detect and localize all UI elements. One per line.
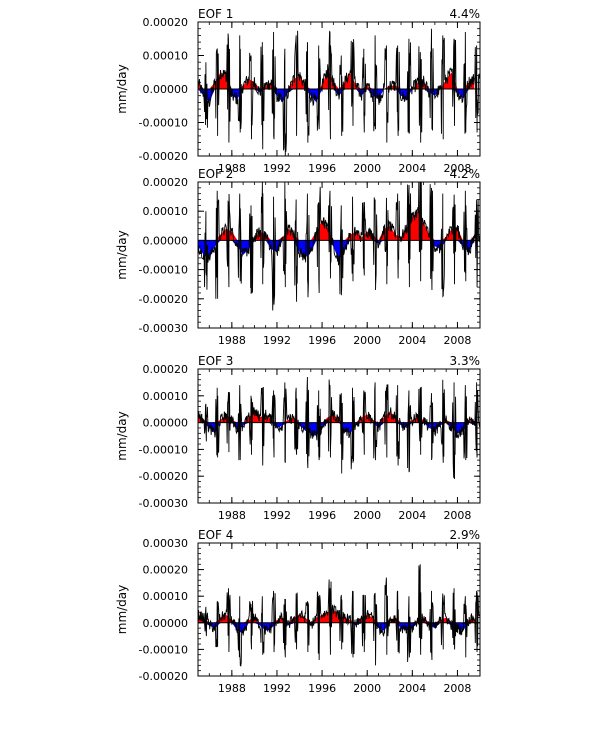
x-tick-label: 2004 [398, 334, 426, 347]
y-tick-label: 0.00010 [143, 390, 189, 403]
y-axis-label: mm/day [115, 230, 129, 280]
x-tick-label: 2000 [353, 682, 381, 695]
negative-anomaly-area [198, 240, 475, 261]
plot-area [198, 564, 480, 667]
x-tick-label: 1988 [218, 682, 246, 695]
x-tick-label: 2000 [353, 334, 381, 347]
y-tick-label: -0.00010 [139, 264, 188, 277]
x-tick-label: 2000 [353, 509, 381, 522]
plot-frame [197, 181, 481, 329]
plot-frame [197, 368, 481, 504]
x-tick-label: 2004 [398, 162, 426, 175]
x-tick-label: 1992 [263, 162, 291, 175]
x-tick-label: 1988 [218, 509, 246, 522]
eof-panel-4: 1988 1992 1996 2000 2004 2008 -0.00020 -0.00010… [115, 528, 481, 695]
eof-panel-1: 1988 1992 1996 2000 2004 2008 -0.00020 -0.00010… [115, 7, 481, 175]
x-tick-label: 2004 [398, 682, 426, 695]
panel-title: EOF 3 [198, 354, 233, 368]
y-tick-label: 0.00020 [143, 564, 189, 577]
panel-title: EOF 1 [198, 7, 233, 21]
eof-timeseries-line [198, 377, 480, 479]
eof-panel-2: 1988 1992 1996 2000 2004 2008 -0.00030 -0.00020… [115, 167, 481, 347]
y-tick-label: 0.00020 [143, 176, 189, 189]
panel-title: EOF 2 [198, 167, 233, 181]
plot-area [198, 28, 480, 156]
explained-variance: 2.9% [450, 528, 481, 542]
x-tick-label: 1992 [263, 509, 291, 522]
x-tick-label: 1992 [263, 334, 291, 347]
y-tick-label: 0.00000 [143, 417, 189, 430]
y-tick-label: -0.00010 [139, 643, 188, 656]
x-tick-label: 2008 [443, 682, 471, 695]
eof-timeseries-line [198, 28, 480, 156]
y-tick-label: 0.00030 [143, 537, 189, 550]
x-tick-label: 2004 [398, 509, 426, 522]
y-tick-label: -0.00030 [139, 322, 188, 335]
y-axis-label: mm/day [115, 64, 129, 114]
plot-area [198, 182, 480, 311]
x-tick-label: 1996 [308, 509, 336, 522]
eof-timeseries-line [198, 182, 480, 311]
y-tick-label: 0.00010 [143, 50, 189, 63]
y-tick-label: 0.00000 [143, 83, 189, 96]
x-tick-label: 2008 [443, 509, 471, 522]
y-tick-label: 0.00000 [143, 617, 189, 630]
y-axis-label: mm/day [115, 585, 129, 635]
explained-variance: 4.2% [450, 167, 481, 181]
panel-title: EOF 4 [198, 528, 233, 542]
eof-timeseries-line [198, 564, 480, 667]
y-tick-label: -0.00020 [139, 293, 188, 306]
x-tick-label: 2000 [353, 162, 381, 175]
y-tick-label: -0.00020 [139, 150, 188, 163]
y-tick-label: 0.00020 [143, 363, 189, 376]
x-tick-label: 1996 [308, 682, 336, 695]
x-tick-label: 2008 [443, 334, 471, 347]
plot-area [198, 377, 480, 479]
explained-variance: 4.4% [450, 7, 481, 21]
y-tick-label: -0.00030 [139, 497, 188, 510]
y-axis-label: mm/day [115, 411, 129, 461]
plot-frame [197, 542, 481, 677]
x-tick-label: 1996 [308, 162, 336, 175]
y-tick-label: -0.00010 [139, 117, 188, 130]
y-tick-label: -0.00020 [139, 670, 188, 683]
y-tick-label: 0.00020 [143, 16, 189, 29]
y-tick-label: -0.00020 [139, 470, 188, 483]
positive-anomaly-area [198, 211, 475, 241]
y-tick-label: 0.00010 [143, 205, 189, 218]
x-tick-label: 1988 [218, 334, 246, 347]
x-tick-label: 1992 [263, 682, 291, 695]
y-tick-label: -0.00010 [139, 443, 188, 456]
positive-anomaly-area [198, 68, 475, 89]
x-tick-label: 1988 [218, 162, 246, 175]
y-tick-label: 0.00000 [143, 234, 189, 247]
y-tick-label: 0.00010 [143, 590, 189, 603]
x-tick-label: 1996 [308, 334, 336, 347]
negative-anomaly-area [198, 89, 475, 103]
eof-panel-3: 1988 1992 1996 2000 2004 2008 -0.00030 -0.00020… [115, 354, 481, 522]
x-tick-label: 2008 [443, 162, 471, 175]
explained-variance: 3.3% [450, 354, 481, 368]
